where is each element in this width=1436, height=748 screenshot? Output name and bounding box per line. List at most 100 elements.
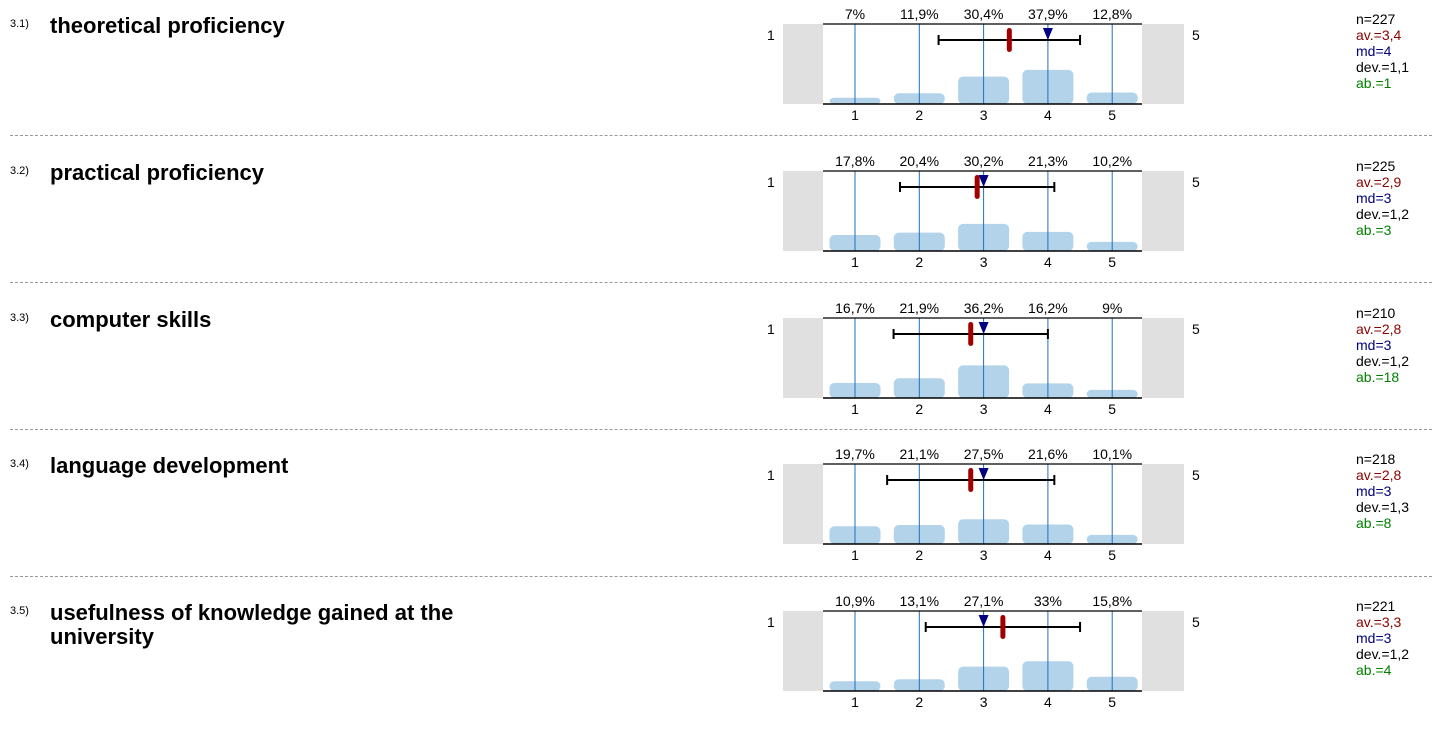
percent-label: 10,9%: [835, 593, 875, 609]
question-number: 3.5): [10, 605, 29, 617]
row-divider: [10, 135, 1432, 136]
percent-label: 21,9%: [899, 300, 939, 316]
percent-label: 27,1%: [964, 593, 1004, 609]
percent-label: 16,7%: [835, 300, 875, 316]
percent-label: 17,8%: [835, 153, 875, 169]
stats-block: n=210 av.=2,8 md=3 dev.=1,2 ab.=18: [1356, 305, 1409, 385]
tick-label: 4: [1044, 694, 1052, 710]
percent-label: 13,1%: [899, 593, 939, 609]
stat-average: av.=3,4: [1356, 27, 1402, 43]
row-divider: [10, 576, 1432, 577]
scale-right-label: 5: [1192, 467, 1200, 483]
stat-abstentions: ab.=1: [1356, 75, 1392, 91]
median-marker: [978, 322, 989, 334]
row-divider: [10, 282, 1432, 283]
question-row: 3.3) computer skills 1 5 16,7% 21,9% 36,2% 16,2…: [0, 300, 1436, 455]
tick-label: 5: [1108, 547, 1116, 563]
scale-right-label: 5: [1192, 27, 1200, 43]
tick-label: 3: [980, 107, 988, 123]
tick-label: 3: [980, 547, 988, 563]
tick-label: 4: [1044, 547, 1052, 563]
mean-marker: [1006, 28, 1012, 52]
tick-label: 2: [915, 694, 923, 710]
stat-median: md=3: [1356, 190, 1392, 206]
tick-label: 5: [1108, 694, 1116, 710]
mean-marker: [968, 322, 974, 346]
left-side-panel: [783, 611, 823, 691]
distribution-chart: 10,9% 13,1% 27,1% 33% 15,8% 1 2 3 4 5: [783, 593, 1184, 710]
question-row: 3.4) language development 1 5 19,7% 21,1% 27,5…: [0, 446, 1436, 601]
stats-block: n=227 av.=3,4 md=4 dev.=1,1 ab.=1: [1356, 11, 1409, 91]
stat-average: av.=2,8: [1356, 467, 1402, 483]
distribution-chart: 7% 11,9% 30,4% 37,9% 12,8% 1 2 3 4 5: [783, 6, 1184, 123]
percent-label: 9%: [1102, 300, 1122, 316]
left-side-panel: [783, 464, 823, 544]
stats-block: n=221 av.=3,3 md=3 dev.=1,2 ab.=4: [1356, 598, 1409, 678]
percent-label: 37,9%: [1028, 6, 1068, 22]
stat-average: av.=3,3: [1356, 614, 1402, 630]
scale-left-label: 1: [767, 467, 775, 483]
mean-marker: [968, 468, 974, 492]
tick-label: 1: [851, 547, 859, 563]
question-title: practical proficiency: [50, 160, 264, 185]
stat-deviation: dev.=1,2: [1356, 646, 1410, 662]
stat-average: av.=2,9: [1356, 174, 1402, 190]
stat-deviation: dev.=1,2: [1356, 206, 1410, 222]
stat-abstentions: ab.=4: [1356, 662, 1392, 678]
stats-block: n=218 av.=2,8 md=3 dev.=1,3 ab.=8: [1356, 451, 1409, 531]
scale-right-label: 5: [1192, 614, 1200, 630]
stat-median: md=4: [1356, 43, 1392, 59]
right-side-panel: [1142, 318, 1184, 398]
question-number: 3.4): [10, 458, 29, 470]
left-side-panel: [783, 318, 823, 398]
question-number: 3.3): [10, 312, 29, 324]
tick-label: 2: [915, 107, 923, 123]
question-title: theoretical proficiency: [50, 13, 285, 38]
mean-marker: [974, 175, 980, 199]
tick-label: 1: [851, 401, 859, 417]
tick-label: 1: [851, 694, 859, 710]
percent-label: 12,8%: [1092, 6, 1132, 22]
median-marker: [978, 615, 989, 627]
left-side-panel: [783, 24, 823, 104]
stat-median: md=3: [1356, 337, 1392, 353]
scale-left-label: 1: [767, 321, 775, 337]
scale-left-label: 1: [767, 174, 775, 190]
stat-median: md=3: [1356, 630, 1392, 646]
tick-label: 5: [1108, 254, 1116, 270]
median-marker: [1042, 28, 1053, 40]
right-side-panel: [1142, 171, 1184, 251]
question-row: 3.1) theoretical proficiency 1 5 7% 11,9% 30,4…: [0, 6, 1436, 161]
right-side-panel: [1142, 464, 1184, 544]
percent-label: 16,2%: [1028, 300, 1068, 316]
percent-label: 30,2%: [964, 153, 1004, 169]
right-side-panel: [1142, 24, 1184, 104]
stat-abstentions: ab.=18: [1356, 369, 1400, 385]
percent-label: 21,3%: [1028, 153, 1068, 169]
tick-label: 5: [1108, 107, 1116, 123]
stat-abstentions: ab.=8: [1356, 515, 1392, 531]
tick-label: 1: [851, 107, 859, 123]
tick-label: 3: [980, 401, 988, 417]
stat-abstentions: ab.=3: [1356, 222, 1392, 238]
distribution-chart: 19,7% 21,1% 27,5% 21,6% 10,1% 1 2 3 4 5: [783, 446, 1184, 563]
row-divider: [10, 429, 1432, 430]
percent-label: 27,5%: [964, 446, 1004, 462]
stat-n: n=225: [1356, 158, 1396, 174]
tick-label: 4: [1044, 401, 1052, 417]
tick-label: 2: [915, 254, 923, 270]
tick-label: 3: [980, 694, 988, 710]
scale-left-label: 1: [767, 614, 775, 630]
stat-n: n=210: [1356, 305, 1396, 321]
percent-label: 10,1%: [1092, 446, 1132, 462]
question-number: 3.1): [10, 18, 29, 30]
right-side-panel: [1142, 611, 1184, 691]
stat-deviation: dev.=1,2: [1356, 353, 1410, 369]
percent-label: 21,1%: [899, 446, 939, 462]
percent-label: 7%: [845, 6, 865, 22]
question-title: language development: [50, 453, 289, 478]
stat-average: av.=2,8: [1356, 321, 1402, 337]
question-row: 3.2) practical proficiency 1 5 17,8% 20,4% 30,…: [0, 153, 1436, 308]
question-number: 3.2): [10, 165, 29, 177]
scale-right-label: 5: [1192, 174, 1200, 190]
